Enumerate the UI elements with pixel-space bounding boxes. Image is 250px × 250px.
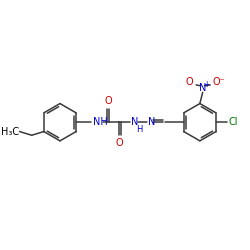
Text: N: N bbox=[148, 117, 155, 127]
Text: O: O bbox=[186, 77, 193, 87]
Text: H: H bbox=[136, 124, 142, 134]
Text: O⁻: O⁻ bbox=[213, 77, 226, 87]
Text: Cl: Cl bbox=[228, 117, 238, 127]
Text: H₃C: H₃C bbox=[0, 126, 19, 136]
Text: NH: NH bbox=[93, 117, 108, 127]
Text: O: O bbox=[115, 138, 123, 148]
Text: N: N bbox=[199, 83, 206, 93]
Text: N: N bbox=[131, 117, 138, 127]
Text: O: O bbox=[105, 96, 112, 106]
Text: +: + bbox=[203, 80, 210, 90]
